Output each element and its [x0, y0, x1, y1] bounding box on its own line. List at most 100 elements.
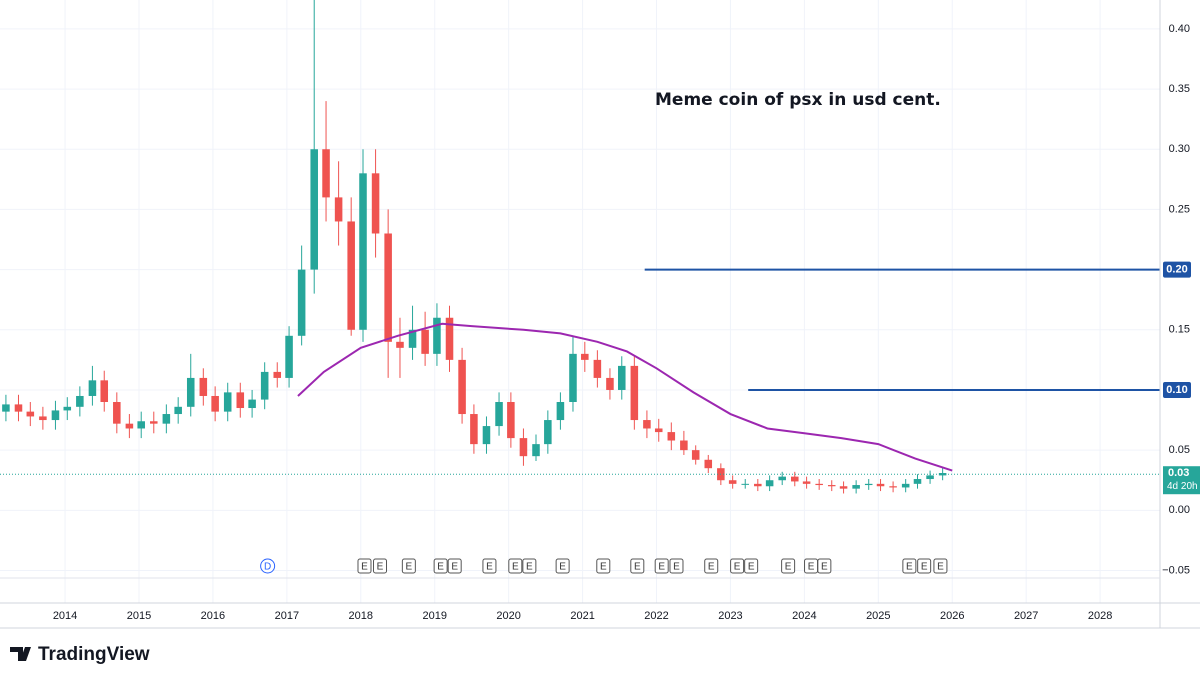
- y-tick-label: 0.15: [1169, 324, 1190, 336]
- x-tick-label: 2019: [422, 610, 446, 622]
- event-marker: [933, 558, 948, 574]
- event-label: E: [673, 562, 680, 573]
- event-marker: [902, 558, 917, 574]
- x-tick-label: 2014: [53, 610, 77, 622]
- moving-average: [297, 322, 953, 472]
- event-label: E: [708, 562, 715, 573]
- candle-body: [556, 402, 565, 421]
- brand-icon: [10, 647, 31, 661]
- y-tick-label: 0.00: [1169, 504, 1190, 516]
- candle-body: [839, 486, 848, 489]
- candle-body: [470, 414, 478, 445]
- candle-body: [704, 459, 713, 469]
- candle-body: [680, 440, 688, 451]
- brand-logo: TradingView: [10, 644, 150, 665]
- event-label: E: [406, 562, 413, 573]
- last-price-box: [1163, 466, 1200, 495]
- x-tick-label: 2028: [1088, 610, 1112, 622]
- candle-body: [347, 221, 355, 330]
- event-marker: [817, 558, 832, 574]
- candle-body: [186, 377, 195, 407]
- event-label: E: [377, 562, 384, 573]
- candle-body: [569, 353, 577, 402]
- last-price-countdown: 4d 20h: [1167, 481, 1198, 492]
- candle-body: [384, 233, 392, 342]
- y-tick-label: 0.05: [1169, 444, 1190, 456]
- event-marker: [373, 558, 388, 574]
- event-marker: [781, 558, 796, 574]
- event-marker: [744, 558, 759, 574]
- event-label: E: [451, 562, 458, 573]
- event-label: E: [512, 562, 519, 573]
- level-label: 0.20: [1166, 264, 1187, 276]
- event-label: D: [264, 562, 271, 573]
- candle-body: [236, 392, 245, 409]
- candle-body: [162, 414, 171, 424]
- event-label: E: [734, 562, 741, 573]
- candle-body: [421, 329, 429, 354]
- candle-body: [593, 359, 602, 378]
- candle-body: [174, 406, 182, 415]
- candle-body: [507, 402, 515, 439]
- candle-body: [63, 406, 72, 411]
- candle-body: [408, 329, 417, 348]
- candle-body: [150, 421, 158, 424]
- candle-body: [445, 317, 454, 360]
- x-tick-label: 2023: [718, 610, 742, 622]
- event-marker: [730, 558, 745, 574]
- candle-body: [51, 410, 60, 421]
- candle-body: [248, 399, 256, 409]
- candle-body: [519, 438, 528, 457]
- candle-body: [581, 353, 589, 360]
- event-label: E: [937, 562, 944, 573]
- event-marker: [357, 558, 372, 574]
- candle-body: [260, 371, 269, 400]
- event-label: E: [658, 562, 665, 573]
- x-tick-label: 2022: [644, 610, 668, 622]
- candle-body: [889, 486, 897, 488]
- candle-body: [88, 380, 97, 396]
- event-label: E: [361, 562, 368, 573]
- candle-body: [14, 404, 23, 412]
- event-marker: [522, 558, 537, 574]
- event-label: E: [486, 562, 493, 573]
- candle-body: [913, 479, 922, 484]
- candle-body: [100, 380, 109, 402]
- candle-body: [125, 423, 134, 429]
- event-label: E: [437, 562, 444, 573]
- level-label-box: [1163, 261, 1191, 278]
- plot-area: [0, 0, 1160, 494]
- event-label: E: [600, 562, 607, 573]
- event-label: E: [921, 562, 928, 573]
- candle-body: [815, 483, 823, 486]
- event-label: E: [808, 562, 815, 573]
- x-tick-label: 2021: [570, 610, 594, 622]
- event-marker: [482, 558, 497, 574]
- candle-body: [691, 450, 700, 460]
- event-marker: [654, 558, 669, 574]
- event-marker: [630, 558, 645, 574]
- event-marker: [447, 558, 462, 574]
- x-tick-label: 2015: [127, 610, 151, 622]
- candle-body: [791, 476, 799, 482]
- event-marker: [260, 558, 276, 574]
- candle-body: [334, 197, 343, 222]
- x-tick-label: 2017: [275, 610, 299, 622]
- axes: −0.05 0.00 0.05 0.10 0.15 0.20 0.25 0.30 0.35 0.4…: [53, 23, 1200, 622]
- candle-body: [802, 481, 811, 484]
- candle-body: [458, 359, 466, 415]
- event-label: E: [634, 562, 641, 573]
- candle-body: [618, 365, 626, 390]
- event-marker: [917, 558, 932, 574]
- candle-body: [765, 480, 774, 487]
- candle-body: [876, 483, 885, 487]
- y-tick-label: 0.35: [1169, 83, 1190, 95]
- candle-body: [778, 476, 786, 481]
- x-tick-label: 2024: [792, 610, 816, 622]
- event-marker: [669, 558, 684, 574]
- candle-body: [901, 483, 910, 488]
- last-price-label: 0.03: [1168, 467, 1189, 479]
- event-label: E: [821, 562, 828, 573]
- candle-body: [654, 428, 663, 433]
